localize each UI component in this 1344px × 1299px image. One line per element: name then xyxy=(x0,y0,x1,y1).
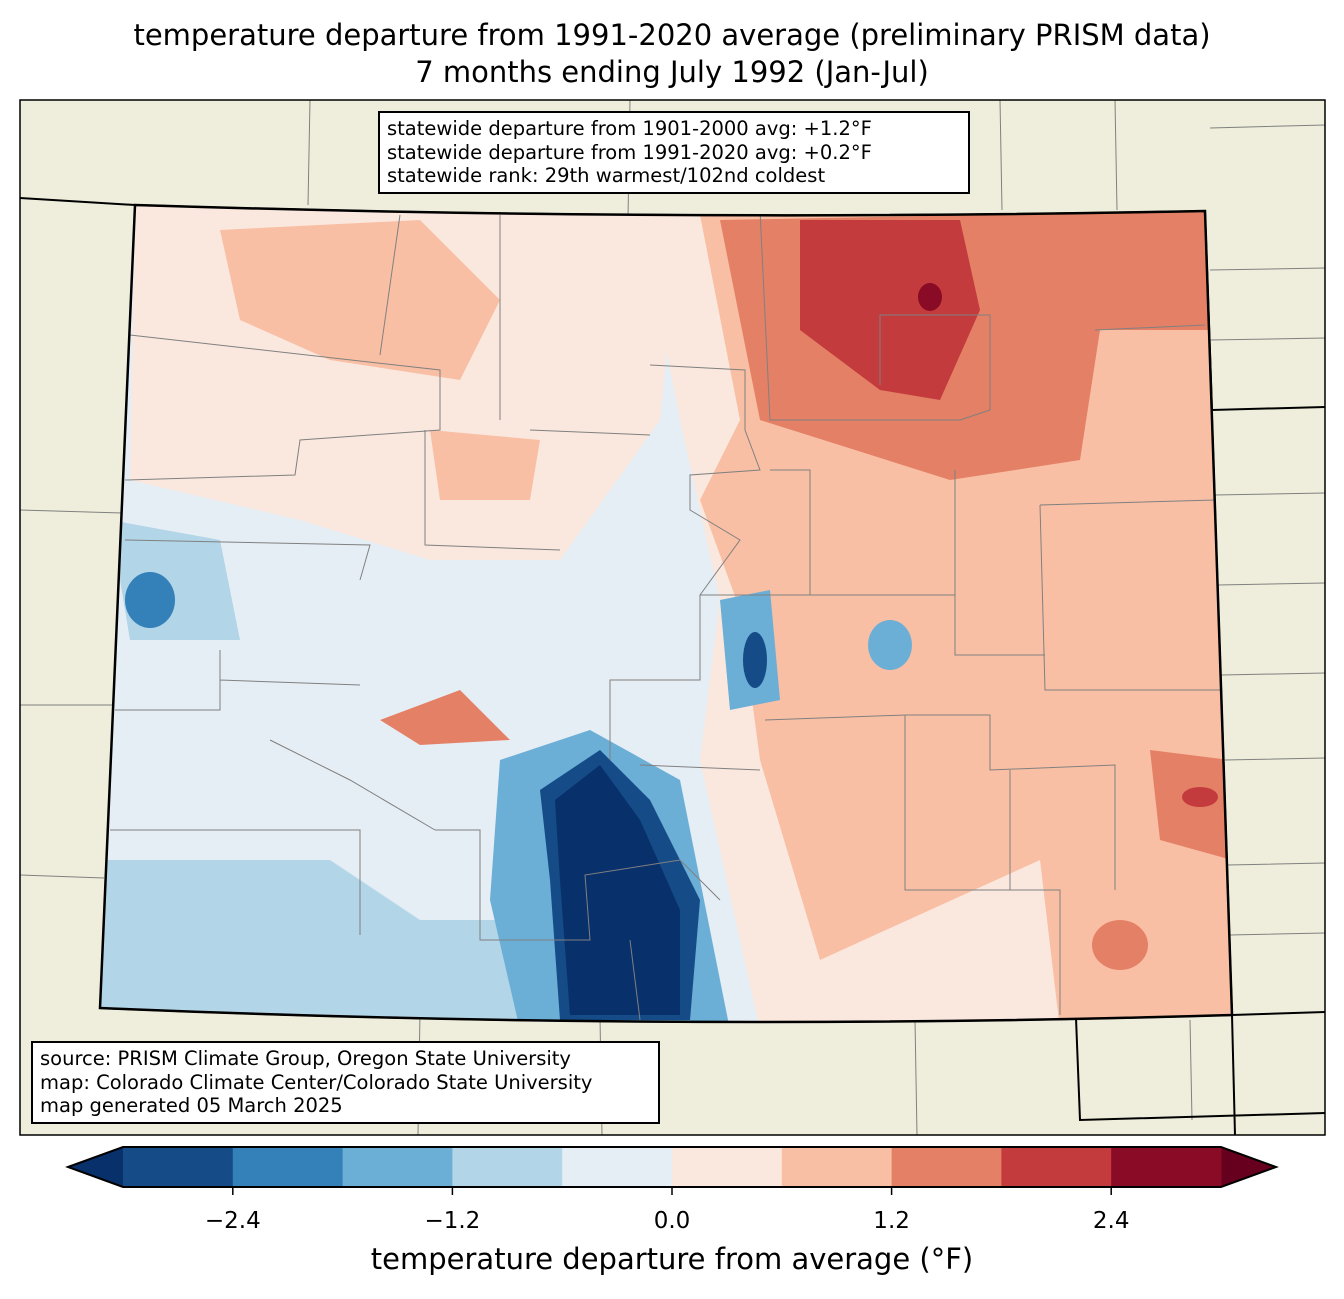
colorbar-extend-high xyxy=(1221,1147,1276,1187)
map-title: temperature departure from 1991-2020 ave… xyxy=(133,18,1211,52)
source-line: source: PRISM Climate Group, Oregon Stat… xyxy=(40,1047,571,1070)
stat-departure-1991-2020: statewide departure from 1991-2020 avg: … xyxy=(387,140,872,164)
colorbar-bin xyxy=(123,1147,234,1187)
generated-date-line: map generated 05 March 2025 xyxy=(40,1094,343,1117)
colorbar-tick-label: 2.4 xyxy=(1092,1208,1130,1234)
colorado-border xyxy=(98,203,1234,1024)
colorbar-tick-label: 1.2 xyxy=(873,1208,910,1234)
map-credit-line: map: Colorado Climate Center/Colorado St… xyxy=(40,1070,593,1094)
colorbar-outline xyxy=(65,1146,1279,1188)
colorbar-bin xyxy=(232,1147,344,1187)
colorbar-bin xyxy=(562,1147,673,1187)
map-frame xyxy=(19,99,1326,1136)
colorbar-tick-label: −1.2 xyxy=(424,1208,481,1234)
map-subtitle: 7 months ending July 1992 (Jan-Jul) xyxy=(415,55,929,89)
stat-departure-1901-2000: statewide departure from 1901-2000 avg: … xyxy=(387,117,872,140)
source-box: source: PRISM Climate Group, Oregon Stat… xyxy=(31,1041,660,1124)
colorbar-tick-label: 0.0 xyxy=(653,1208,691,1234)
colorbar-bin xyxy=(342,1147,453,1187)
colorbar-extend-low xyxy=(68,1147,123,1187)
colorbar-bin xyxy=(1111,1147,1222,1187)
colorbar-tick-label: −2.4 xyxy=(204,1208,261,1234)
colorbar-bin xyxy=(891,1147,1002,1187)
colorbar-bin xyxy=(452,1147,563,1187)
colorbar-label: temperature departure from average (°F) xyxy=(370,1242,974,1276)
temperature-field xyxy=(100,205,1232,1023)
colorbar xyxy=(65,1146,1279,1195)
colorbar-bin xyxy=(1001,1147,1112,1187)
stat-rank: statewide rank: 29th warmest/102nd colde… xyxy=(387,164,826,187)
colorbar-bin xyxy=(672,1147,783,1187)
statewide-stats-box: statewide departure from 1901-2000 avg: … xyxy=(378,111,970,194)
colorbar-bin xyxy=(781,1147,893,1187)
